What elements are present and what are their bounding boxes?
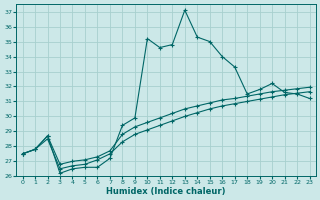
X-axis label: Humidex (Indice chaleur): Humidex (Indice chaleur) [106, 187, 226, 196]
